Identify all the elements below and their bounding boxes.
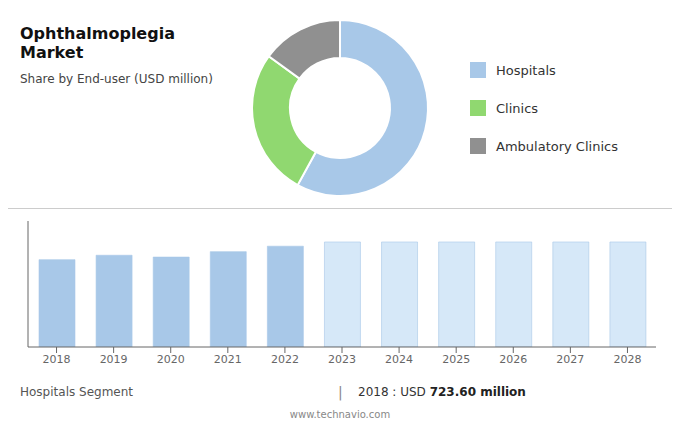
html-text:Clinics: Clinics [496,100,539,116]
html-text:2018 : USD 723.60 million: 2018 : USD 723.60 million [358,385,526,399]
svg-text:2028: 2028 [613,353,641,366]
html-text:Ophthalmoplegia Market: Ophthalmoplegia Market [20,24,175,62]
svg-text:2021: 2021 [214,353,242,366]
svg-text:2025: 2025 [442,353,470,366]
svg-text:2020: 2020 [157,353,185,366]
svg-text:2022: 2022 [271,353,299,366]
html-text:Hospitals: Hospitals [496,62,556,78]
html-text:Ambulatory Clinics: Ambulatory Clinics [496,138,618,154]
svg-text:2024: 2024 [385,353,413,366]
html-text:www.technavio.com: www.technavio.com [289,409,391,420]
svg-text:2027: 2027 [556,353,584,366]
svg-text:2018: 2018 [43,353,71,366]
svg-text:2026: 2026 [499,353,527,366]
html-text:Hospitals Segment: Hospitals Segment [20,385,133,399]
html-text:Share by End-user (USD million: Share by End-user (USD million) [20,72,213,86]
svg-text:2019: 2019 [100,353,128,366]
svg-text:2023: 2023 [328,353,356,366]
